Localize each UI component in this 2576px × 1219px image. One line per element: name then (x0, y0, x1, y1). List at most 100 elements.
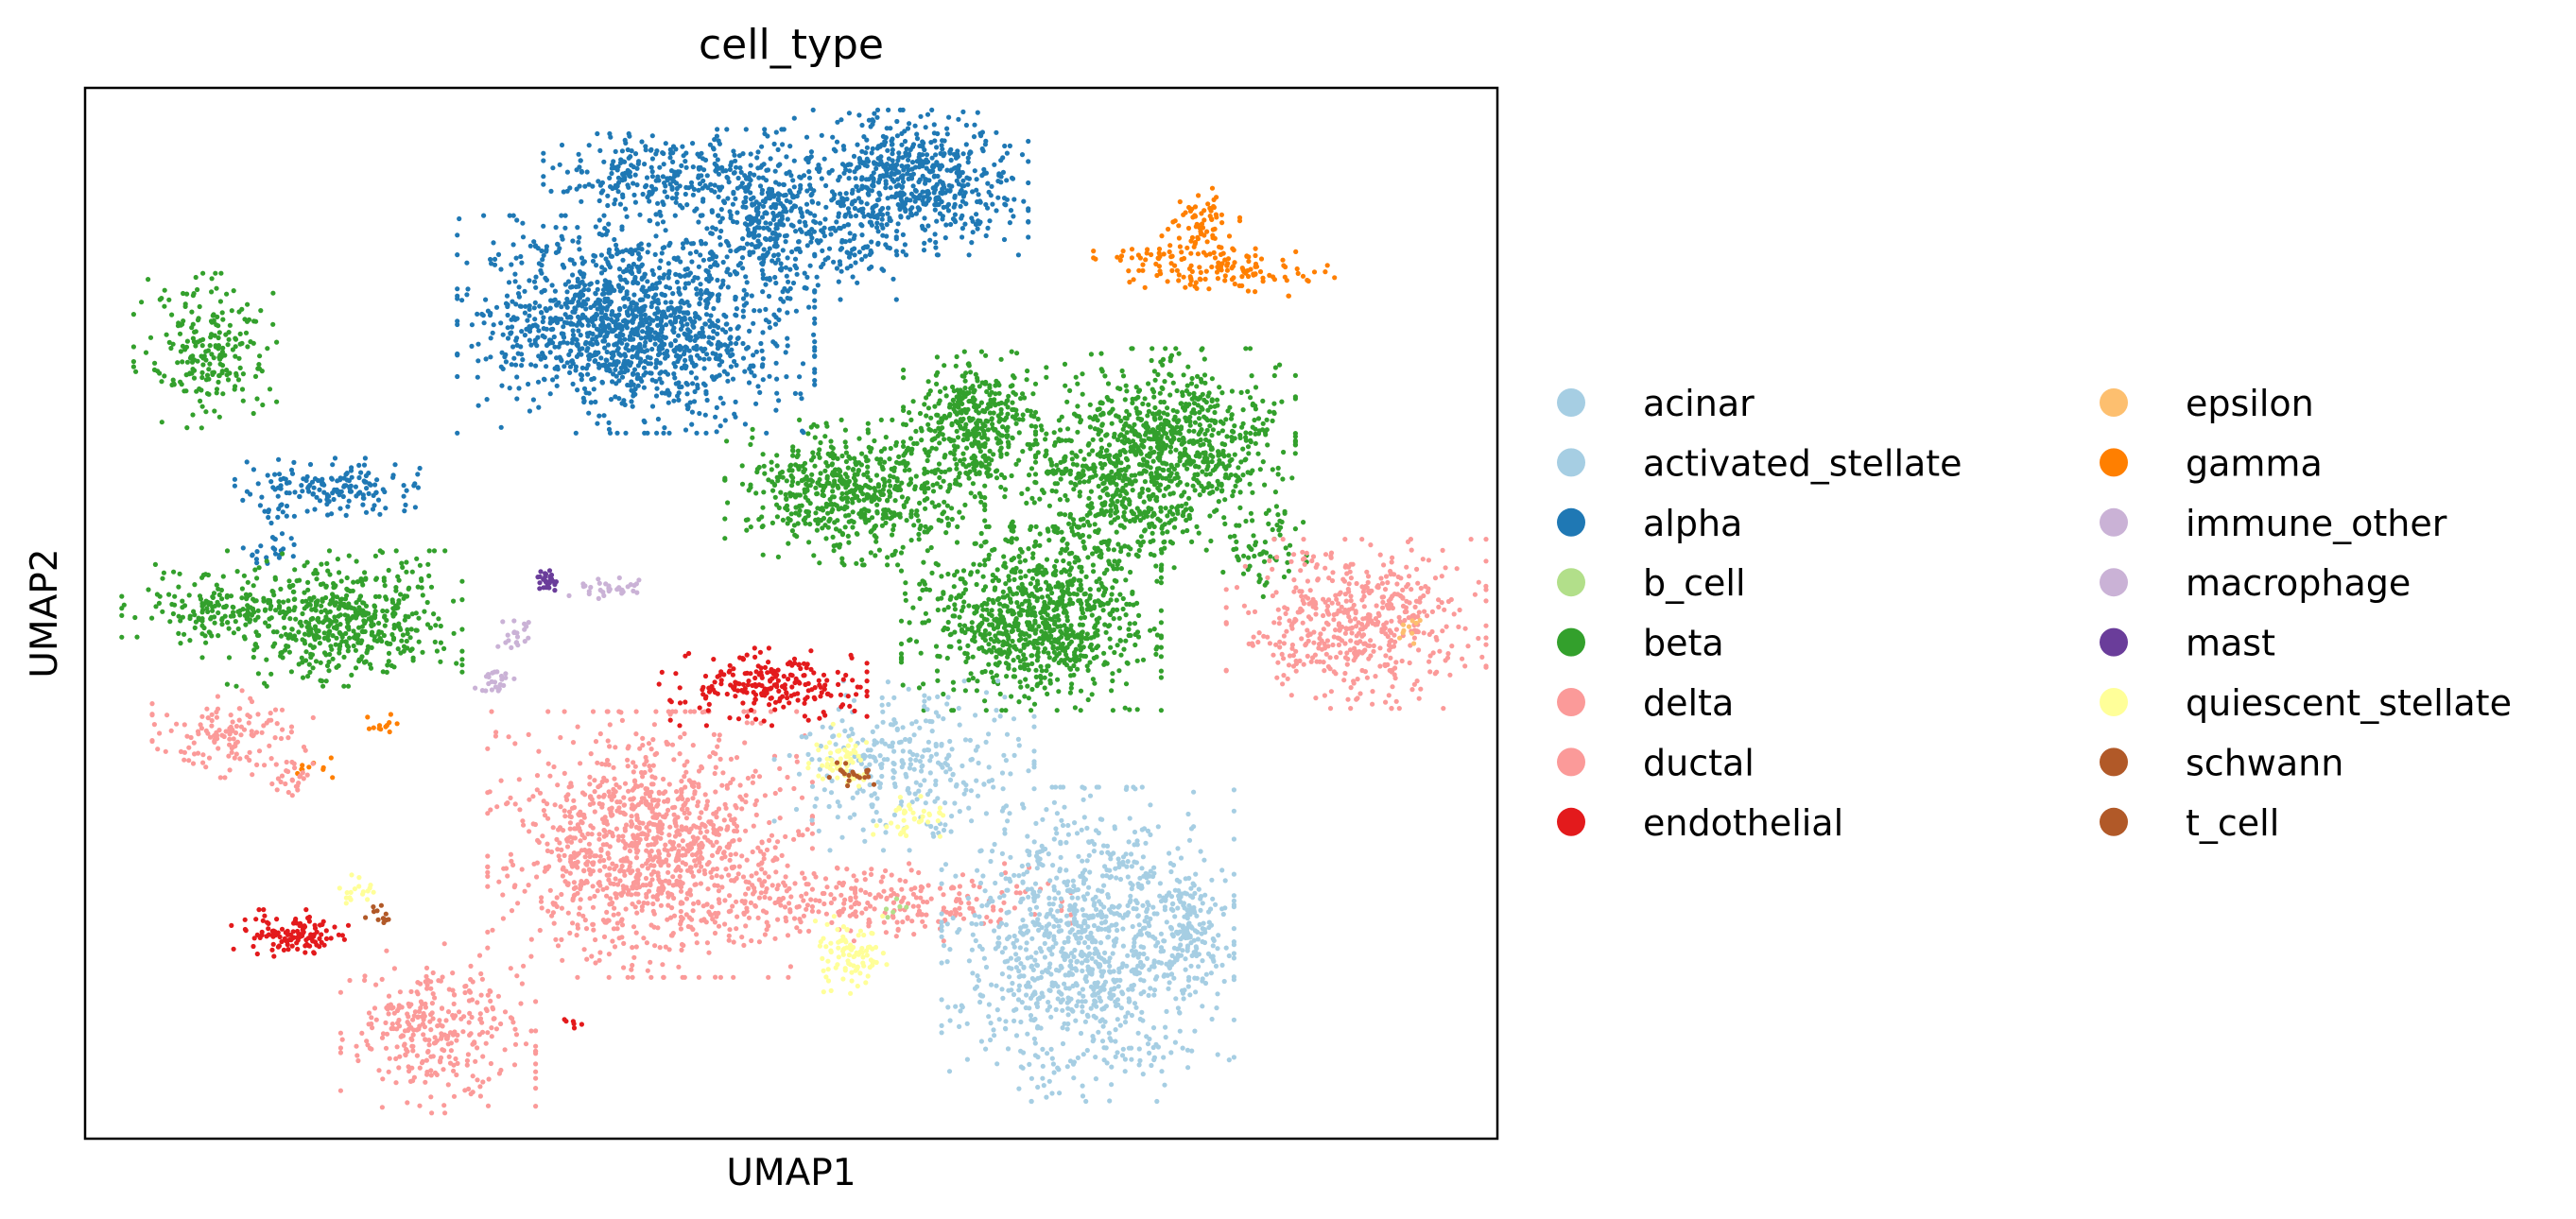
scatter-point (761, 162, 767, 167)
scatter-point (1025, 407, 1030, 413)
scatter-point (766, 293, 772, 300)
scatter-point (382, 583, 388, 589)
scatter-point (926, 168, 932, 174)
scatter-point (644, 175, 650, 180)
scatter-point (677, 291, 683, 297)
scatter-point (344, 477, 350, 483)
scatter-point (911, 523, 917, 528)
scatter-point (835, 455, 840, 461)
scatter-point (987, 218, 993, 224)
scatter-point (376, 620, 382, 627)
scatter-point (299, 482, 304, 489)
scatter-point (420, 649, 425, 655)
scatter-point (649, 346, 655, 352)
scatter-point (588, 400, 594, 405)
scatter-point (291, 513, 297, 519)
scatter-point (655, 298, 661, 303)
scatter-point (1004, 451, 1010, 456)
scatter-point (853, 176, 858, 181)
scatter-point (965, 155, 971, 161)
scatter-point (609, 170, 614, 177)
scatter-point (853, 477, 858, 484)
scatter-point (954, 178, 960, 183)
scatter-point (552, 344, 558, 350)
scatter-point (666, 400, 671, 405)
scatter-point (789, 528, 796, 534)
scatter-point (694, 286, 700, 292)
scatter-point (919, 438, 925, 443)
scatter-point (931, 122, 937, 128)
scatter-point (890, 147, 895, 153)
scatter-point (680, 205, 685, 211)
scatter-point (821, 225, 827, 231)
scatter-point (748, 163, 753, 168)
scatter-point (763, 306, 769, 312)
scatter-point (343, 512, 349, 519)
scatter-point (195, 286, 200, 293)
scatter-point (713, 152, 718, 158)
scatter-point (675, 393, 681, 399)
scatter-point (883, 185, 889, 191)
scatter-point (828, 444, 835, 450)
scatter-point (934, 381, 940, 386)
scatter-point (631, 367, 638, 372)
scatter-point (631, 261, 637, 267)
scatter-point (280, 655, 285, 661)
scatter-point (760, 330, 766, 335)
scatter-point (169, 312, 175, 318)
scatter-point (400, 632, 406, 638)
scatter-point (347, 635, 353, 641)
scatter-point (270, 290, 276, 296)
scatter-point (682, 273, 688, 279)
scatter-point (763, 220, 769, 226)
scatter-point (791, 184, 797, 190)
scatter-point (372, 503, 377, 508)
scatter-point (685, 281, 692, 286)
scatter-point (438, 623, 443, 629)
scatter-point (1210, 227, 1216, 232)
scatter-point (211, 312, 216, 318)
scatter-point (275, 485, 281, 490)
scatter-point (1026, 138, 1031, 145)
scatter-point (873, 539, 879, 544)
scatter-point (899, 173, 905, 180)
scatter-point (947, 486, 953, 491)
scatter-point (812, 304, 818, 310)
scatter-point (842, 427, 849, 433)
scatter-point (874, 146, 880, 151)
scatter-point (761, 256, 767, 262)
scatter-point (556, 249, 562, 254)
scatter-point (593, 224, 598, 230)
scatter-point (1020, 449, 1026, 455)
scatter-point (812, 378, 818, 384)
scatter-point (778, 267, 785, 273)
scatter-point (611, 352, 616, 358)
scatter-point (503, 359, 510, 365)
scatter-point (899, 494, 906, 500)
scatter-point (584, 331, 591, 336)
scatter-point (199, 608, 206, 613)
scatter-point (319, 603, 324, 609)
scatter-point (908, 176, 915, 181)
scatter-point (548, 327, 554, 333)
scatter-point (286, 490, 292, 496)
scatter-point (842, 212, 849, 218)
scatter-point (839, 162, 846, 167)
scatter-point (886, 205, 891, 211)
scatter-point (832, 192, 838, 197)
scatter-point (404, 488, 409, 493)
scatter-point (1176, 272, 1182, 278)
scatter-point (748, 197, 754, 202)
scatter-point (1026, 180, 1031, 186)
scatter-point (884, 162, 890, 167)
scatter-point (184, 338, 190, 344)
scatter-point (875, 156, 881, 162)
scatter-point (414, 627, 420, 633)
scatter-point (760, 452, 766, 457)
scatter-point (212, 620, 217, 626)
scatter-point (343, 630, 349, 637)
scatter-point (755, 244, 761, 249)
scatter-point (872, 492, 877, 498)
scatter-point (1260, 275, 1266, 281)
scatter-point (149, 615, 155, 621)
